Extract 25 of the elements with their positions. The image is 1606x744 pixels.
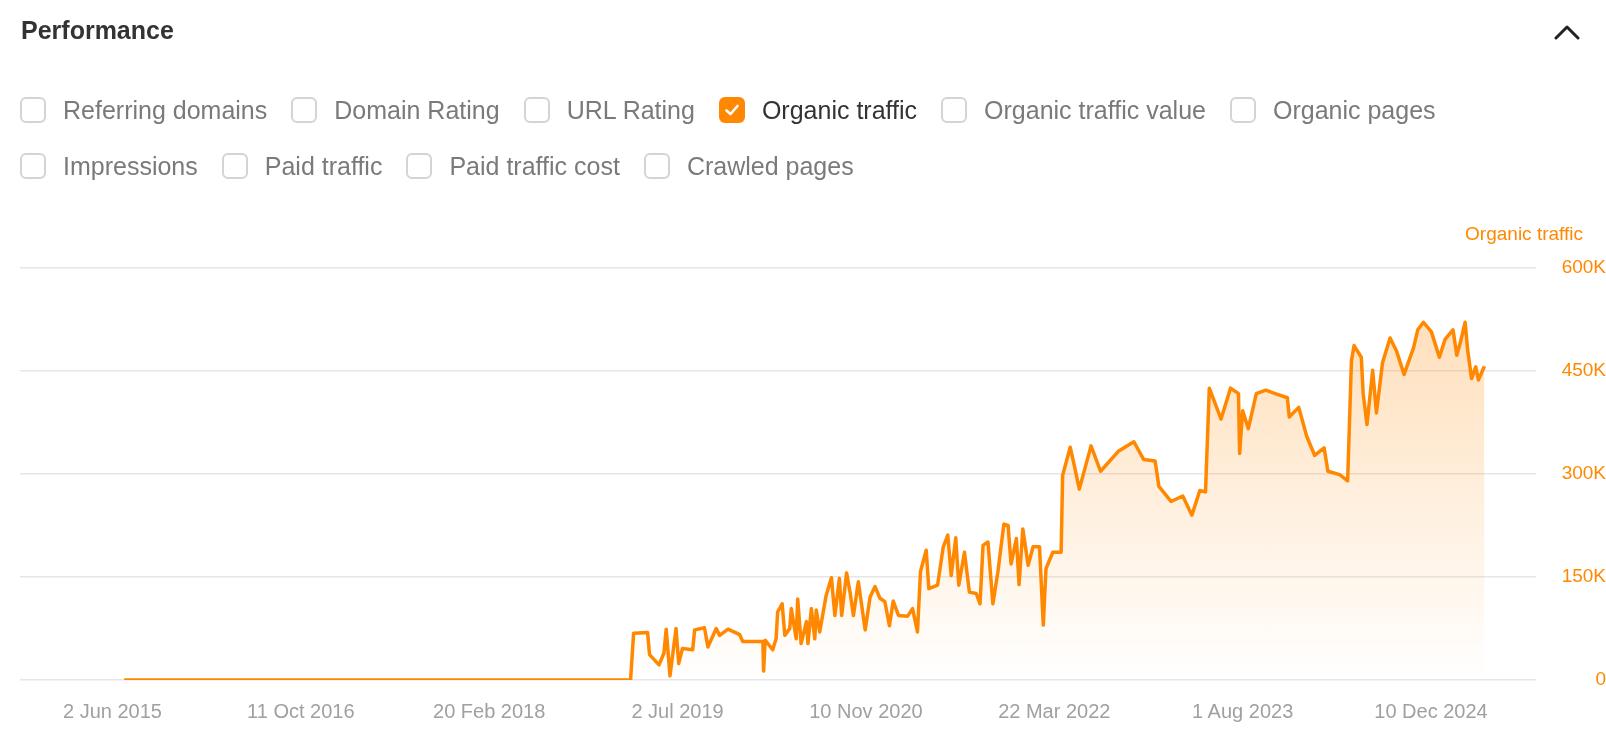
text: Referring domains [63,95,268,125]
text: Crawled pages [686,151,854,181]
text: Domain Rating [334,95,500,125]
text: Paid traffic cost [449,151,620,181]
x-tick-label: 22 Mar 2022 [998,699,1111,722]
x-tick-label: 2 Jul 2019 [631,699,724,722]
y-tick-label: 450K [1561,359,1606,381]
x-tick-label: 20 Feb 2018 [433,699,546,722]
text: Organic traffic value [984,95,1206,125]
x-tick-label: 2 Jun 2015 [62,699,162,722]
legend-label: Organic traffic [761,95,918,125]
x-tick-label: 1 Aug 2023 [1192,699,1294,722]
chart-title: Performance [21,16,174,45]
y-tick-label: 150K [1561,565,1606,587]
text: Organic pages [1272,95,1436,125]
y-tick-label: 600K [1561,256,1606,278]
text: URL Rating [566,95,695,125]
text: Paid traffic [264,151,383,181]
y-tick-label: 0 [1595,668,1606,690]
y-axis-title: Organic traffic [1465,223,1583,245]
x-tick-label: 11 Oct 2016 [247,699,355,722]
x-tick-label: 10 Nov 2020 [809,699,923,722]
y-tick-label: 300K [1561,462,1606,484]
x-tick-label: 10 Dec 2024 [1374,699,1488,722]
text: Impressions [63,151,198,181]
